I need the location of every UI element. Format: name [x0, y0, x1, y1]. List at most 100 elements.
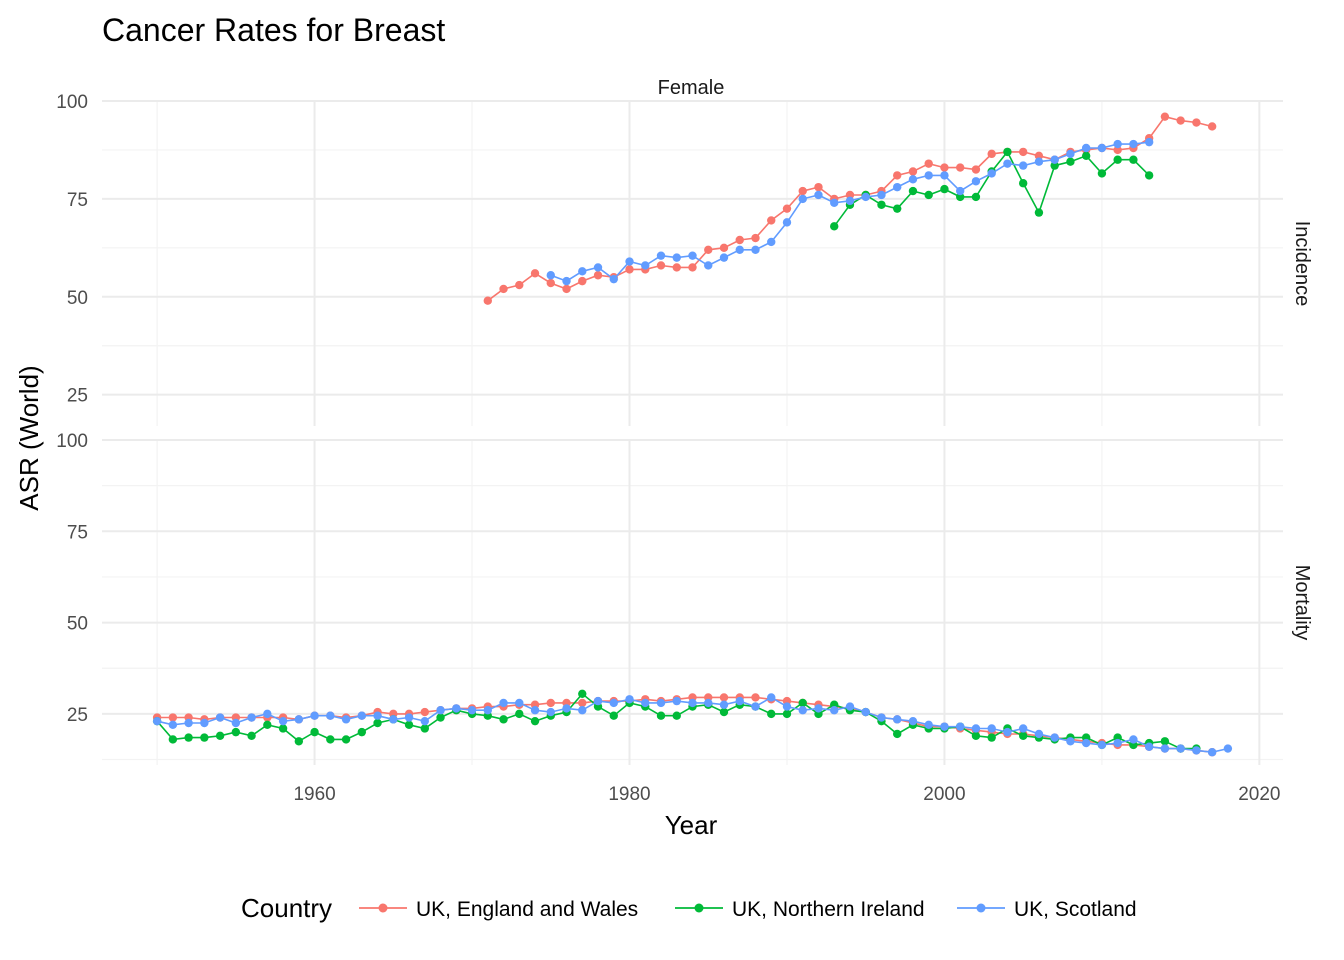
data-point-uk-scotland	[609, 698, 618, 708]
data-point-uk-northern-ireland	[940, 184, 949, 194]
x-tick-label: 2000	[923, 784, 965, 805]
legend-key-point	[694, 903, 704, 913]
data-point-uk-scotland	[1050, 155, 1059, 164]
data-point-uk-scotland	[562, 276, 571, 286]
data-point-uk-northern-ireland	[215, 731, 225, 740]
data-point-uk-england-and-wales	[955, 163, 965, 172]
data-point-uk-england-and-wales	[798, 186, 807, 196]
data-point-uk-northern-ireland	[168, 735, 178, 744]
data-point-uk-england-and-wales	[578, 276, 587, 286]
data-point-uk-england-and-wales	[782, 204, 792, 213]
data-point-uk-scotland	[562, 704, 571, 713]
data-point-uk-scotland	[798, 706, 807, 715]
data-point-uk-northern-ireland	[1018, 179, 1028, 188]
data-point-uk-england-and-wales	[893, 171, 902, 180]
data-point-uk-scotland	[1113, 139, 1122, 149]
panel-incidence: 25 50 75 100 Incidence	[56, 92, 1313, 426]
data-point-uk-scotland	[231, 718, 241, 728]
data-point-uk-england-and-wales	[688, 263, 697, 272]
data-point-uk-scotland	[1018, 161, 1028, 170]
data-point-uk-scotland	[1160, 744, 1170, 753]
data-point-uk-northern-ireland	[1144, 171, 1154, 180]
data-point-uk-northern-ireland	[955, 192, 965, 202]
data-point-uk-northern-ireland	[1160, 737, 1170, 746]
data-point-uk-scotland	[971, 177, 981, 186]
data-point-uk-scotland	[1003, 727, 1012, 737]
data-point-uk-northern-ireland	[1113, 155, 1122, 164]
data-point-uk-northern-ireland	[1066, 157, 1075, 166]
data-point-uk-scotland	[515, 698, 524, 708]
data-point-uk-scotland	[1097, 740, 1107, 750]
data-point-uk-northern-ireland	[656, 711, 666, 720]
y-tick-label-mortality: 100	[56, 431, 88, 452]
data-point-uk-scotland	[404, 713, 414, 722]
data-point-uk-scotland	[782, 218, 792, 227]
data-point-uk-scotland	[389, 715, 398, 724]
data-point-uk-scotland	[924, 171, 933, 180]
data-point-uk-northern-ireland	[877, 200, 886, 209]
legend-label: UK, England and Wales	[416, 898, 638, 921]
data-point-uk-scotland	[215, 713, 225, 722]
data-point-uk-england-and-wales	[719, 243, 729, 253]
data-point-uk-scotland	[247, 713, 256, 722]
x-tick-label: 2020	[1238, 784, 1280, 805]
y-tick-label-incidence: 50	[67, 288, 88, 309]
data-point-uk-northern-ireland	[767, 709, 776, 719]
data-point-uk-england-and-wales	[1176, 116, 1185, 125]
data-point-uk-scotland	[767, 237, 776, 247]
data-point-uk-northern-ireland	[341, 735, 351, 744]
data-point-uk-scotland	[200, 718, 209, 728]
data-point-uk-england-and-wales	[420, 707, 430, 717]
data-point-uk-northern-ireland	[987, 733, 996, 742]
data-point-uk-scotland	[908, 175, 918, 184]
data-point-uk-scotland	[719, 253, 729, 262]
data-point-uk-england-and-wales	[562, 284, 571, 294]
data-point-uk-england-and-wales	[530, 269, 540, 278]
data-point-uk-england-and-wales	[719, 693, 729, 702]
data-point-uk-scotland	[688, 698, 697, 708]
data-point-uk-england-and-wales	[499, 284, 508, 294]
data-point-uk-scotland	[845, 196, 855, 206]
data-point-uk-scotland	[971, 724, 981, 733]
data-point-uk-scotland	[641, 698, 650, 708]
data-point-uk-northern-ireland	[971, 731, 981, 740]
data-point-uk-scotland	[1207, 748, 1217, 757]
data-point-uk-scotland	[1034, 729, 1044, 739]
legend-label: UK, Scotland	[1014, 898, 1137, 921]
data-point-uk-scotland	[1018, 724, 1028, 733]
data-point-uk-scotland	[1113, 738, 1122, 748]
data-point-uk-northern-ireland	[420, 724, 430, 733]
data-point-uk-scotland	[1144, 137, 1154, 147]
data-point-uk-england-and-wales	[987, 149, 996, 159]
data-point-uk-northern-ireland	[719, 707, 729, 717]
data-point-uk-scotland	[341, 715, 351, 724]
data-point-uk-northern-ireland	[357, 727, 367, 737]
data-point-uk-scotland	[877, 190, 886, 200]
data-point-uk-scotland	[1097, 143, 1107, 153]
data-point-uk-england-and-wales	[845, 190, 855, 200]
data-point-uk-england-and-wales	[1192, 118, 1201, 127]
data-point-uk-scotland	[672, 696, 681, 706]
data-point-uk-scotland	[278, 716, 288, 726]
data-point-uk-scotland	[1034, 157, 1044, 166]
data-point-uk-scotland	[955, 186, 965, 196]
data-point-uk-scotland	[1066, 149, 1075, 159]
data-point-uk-scotland	[1129, 139, 1138, 149]
data-point-uk-scotland	[530, 706, 540, 715]
data-point-uk-northern-ireland	[908, 186, 918, 196]
x-tick-label: 1960	[293, 784, 335, 805]
data-point-uk-scotland	[814, 190, 823, 200]
data-point-uk-scotland	[436, 706, 445, 715]
x-axis-title: Year	[665, 810, 718, 840]
data-point-uk-scotland	[641, 261, 650, 270]
data-point-uk-scotland	[1081, 738, 1091, 748]
data-point-uk-scotland	[1081, 143, 1091, 153]
legend-title: Country	[241, 893, 332, 923]
data-point-uk-scotland	[168, 720, 178, 730]
data-point-uk-scotland	[310, 711, 319, 720]
data-point-uk-scotland	[830, 706, 839, 715]
data-point-uk-scotland	[719, 700, 729, 709]
legend-item-uk-northern-ireland: UK, Northern Ireland	[675, 898, 925, 921]
data-point-uk-scotland	[625, 695, 634, 704]
data-point-uk-england-and-wales	[546, 278, 555, 288]
